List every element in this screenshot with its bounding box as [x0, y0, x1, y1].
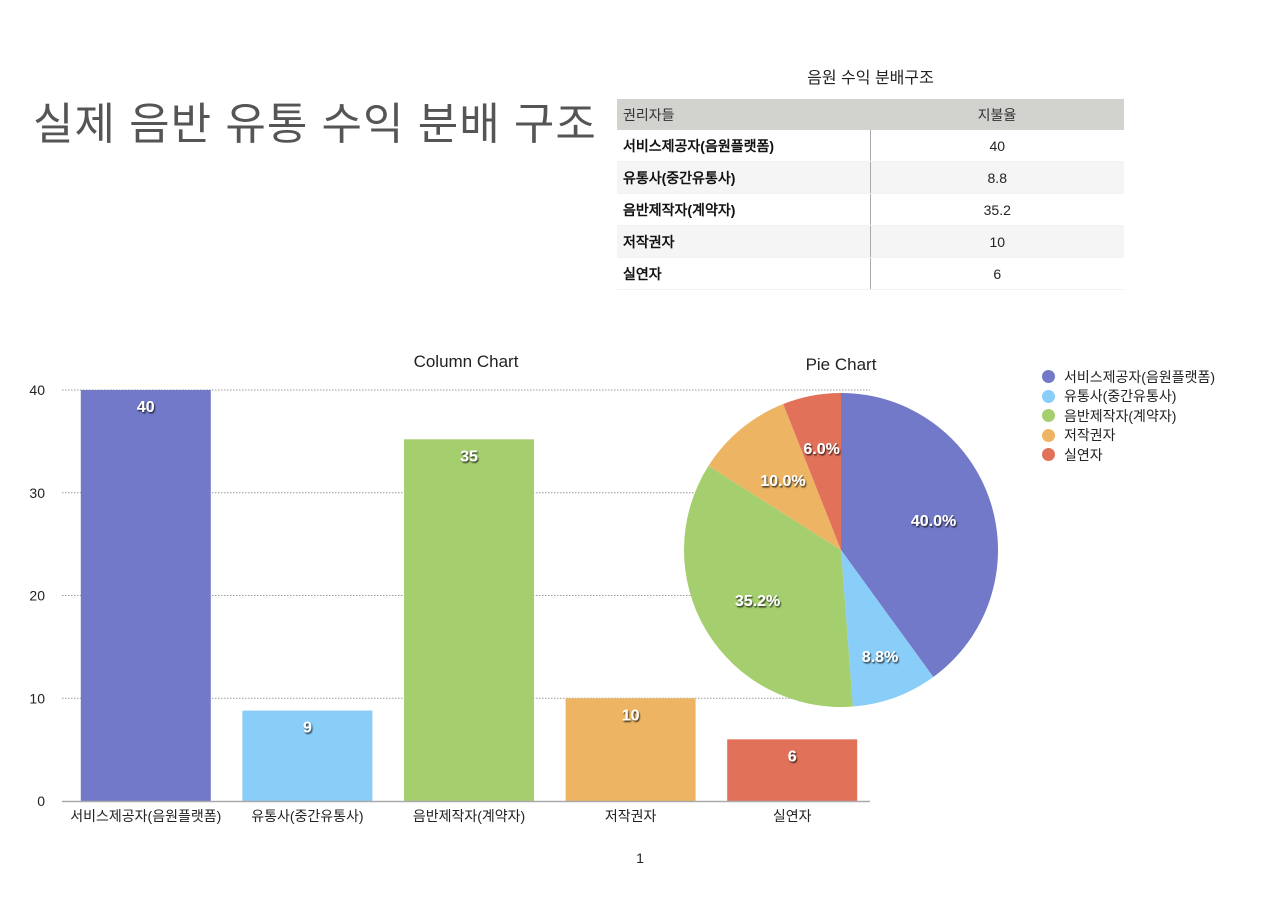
- y-tick-label: 10: [29, 690, 45, 706]
- column-chart-title: Column Chart: [414, 352, 519, 371]
- legend-item: 음반제작자(계약자): [1042, 406, 1215, 426]
- table-row: 유통사(중간유통사) 8.8: [617, 161, 1124, 194]
- bar-data-label: 10: [622, 707, 640, 724]
- pie-chart-title: Pie Chart: [806, 355, 877, 374]
- column-chart-bars: 40 9 35 10 6: [80, 390, 858, 801]
- y-tick-label: 20: [29, 588, 45, 604]
- x-tick-label: 서비스제공자(음원플랫폼): [70, 808, 221, 824]
- page-number: 1: [636, 850, 644, 866]
- table-header-row: 권리자들 지불율: [617, 99, 1124, 130]
- column-chart-x-axis: 서비스제공자(음원플랫폼) 유통사(중간유통사) 음반제작자(계약자) 저작권자 실연자: [62, 800, 870, 824]
- bar-data-label: 35: [460, 448, 478, 465]
- row-label: 저작권자: [617, 225, 871, 258]
- page-title: 실제 음반 유통 수익 분배 구조: [33, 100, 597, 149]
- pie-slice: [841, 393, 998, 678]
- row-value: 35.2: [870, 193, 1124, 226]
- row-value: 10: [870, 225, 1124, 258]
- x-tick-label: 저작권자: [605, 808, 657, 824]
- legend-swatch-icon: [1042, 389, 1055, 403]
- legend-label: 서비스제공자(음원플랫폼): [1064, 368, 1216, 385]
- pie-slice: [708, 404, 841, 550]
- legend-swatch-icon: [1042, 448, 1055, 462]
- row-label: 실연자: [617, 257, 871, 290]
- row-label: 서비스제공자(음원플랫폼): [617, 130, 871, 162]
- row-label: 음반제작자(계약자): [617, 193, 871, 226]
- legend-label: 실연자: [1064, 446, 1103, 463]
- pie-data-label: 10.0%: [760, 473, 805, 490]
- bar: [242, 710, 373, 801]
- row-label: 유통사(중간유통사): [617, 161, 871, 194]
- pie-slice: [841, 550, 934, 707]
- table-row: 실연자 6: [617, 257, 1124, 290]
- legend-swatch-icon: [1042, 370, 1055, 384]
- y-tick-label: 30: [29, 485, 45, 501]
- pie-data-label: 35.2%: [735, 593, 780, 610]
- bar-data-label: 40: [137, 399, 155, 416]
- bar-data-label: 9: [303, 720, 312, 737]
- column-chart-y-axis: 0 10 20 30 40: [29, 382, 45, 809]
- bar-data-label: 6: [788, 748, 797, 765]
- table-row: 음반제작자(계약자) 35.2: [617, 193, 1124, 226]
- row-value: 8.8: [870, 161, 1124, 194]
- pie-data-label: 40.0%: [911, 513, 956, 530]
- pie-slice: [683, 465, 853, 708]
- table-title: 음원 수익 분배구조: [807, 70, 934, 87]
- legend-label: 저작권자: [1064, 427, 1116, 444]
- y-tick-label: 0: [37, 793, 45, 809]
- distribution-table: 권리자들 지불율 서비스제공자(음원플랫폼) 40 유통사(중간유통사) 8.8…: [617, 99, 1124, 290]
- bar: [80, 390, 211, 801]
- y-tick-label: 40: [29, 382, 45, 398]
- bar: [727, 739, 858, 801]
- legend-item: 서비스제공자(음원플랫폼): [1042, 367, 1215, 387]
- header-payment-rate: 지불율: [870, 99, 1124, 130]
- pie-data-label: 8.8%: [862, 649, 898, 666]
- table-row: 저작권자 10: [617, 225, 1124, 258]
- x-tick-label: 실연자: [773, 808, 812, 824]
- legend-item: 유통사(중간유통사): [1042, 387, 1215, 407]
- table-row: 서비스제공자(음원플랫폼) 40: [617, 130, 1124, 162]
- pie-slice: [783, 393, 841, 550]
- bar: [565, 698, 696, 801]
- pie-chart: 40.0% 8.8% 35.2% 10.0% 6.0%: [683, 393, 998, 708]
- row-value: 6: [870, 257, 1124, 290]
- legend-swatch-icon: [1042, 409, 1055, 423]
- legend-item: 저작권자: [1042, 426, 1215, 446]
- pie-data-label: 6.0%: [803, 441, 839, 458]
- legend-swatch-icon: [1042, 428, 1055, 442]
- legend-label: 유통사(중간유통사): [1064, 388, 1177, 405]
- header-rights-holders: 권리자들: [617, 99, 870, 130]
- bar: [404, 439, 534, 801]
- x-tick-label: 음반제작자(계약자): [413, 808, 525, 824]
- x-tick-label: 유통사(중간유통사): [251, 808, 363, 824]
- row-value: 40: [870, 130, 1124, 162]
- legend-item: 실연자: [1042, 445, 1215, 465]
- legend-label: 음반제작자(계약자): [1064, 407, 1177, 424]
